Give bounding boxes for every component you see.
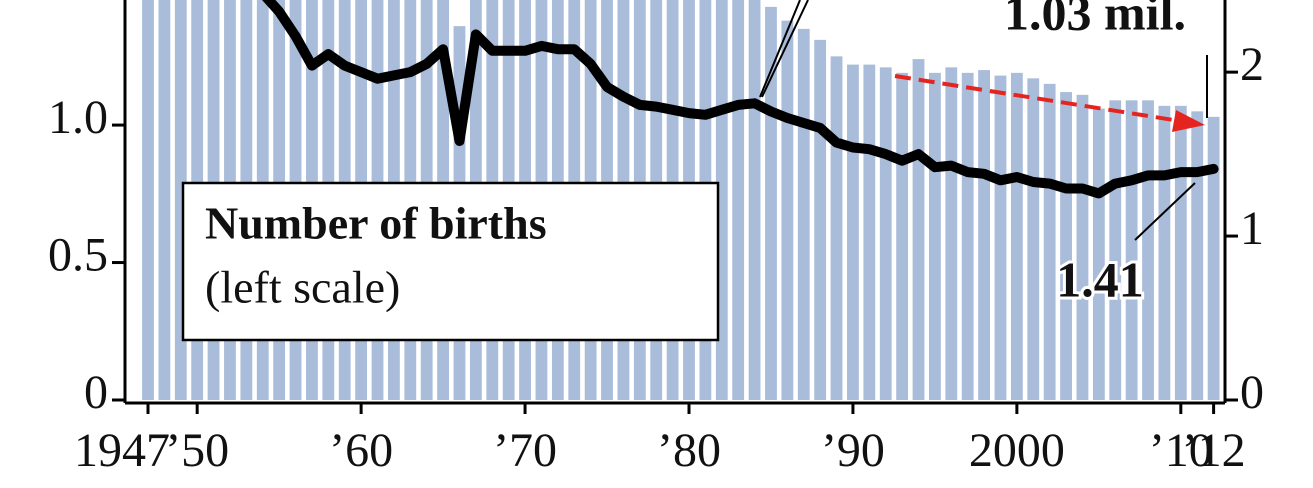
y2-tick-label: 2	[1240, 38, 1264, 91]
bar	[715, 0, 728, 400]
annotation: 1.03 mil.	[1004, 0, 1186, 40]
annotation: 1.41	[1056, 251, 1144, 307]
pointer-line	[761, 0, 809, 98]
bar	[945, 67, 958, 400]
x-tick-label: ’80	[657, 424, 721, 477]
bar	[994, 75, 1007, 400]
line	[262, 0, 1219, 199]
bar	[1092, 108, 1105, 400]
bar	[1043, 83, 1056, 400]
x-tick-label: ’50	[165, 424, 229, 477]
y-tick-label: 1.0	[48, 91, 108, 144]
y-tick-label: 1.5	[48, 0, 108, 7]
bar	[879, 67, 892, 400]
x-tick-label: 1947	[74, 424, 170, 477]
bar	[1125, 100, 1138, 400]
bar	[1207, 116, 1220, 400]
x-tick-label: ’12	[1182, 424, 1246, 477]
bar	[1142, 100, 1154, 400]
bar	[1174, 105, 1187, 400]
bar	[142, 0, 154, 400]
bar	[863, 64, 876, 400]
bar	[748, 0, 761, 400]
legend-label: Number of births	[205, 198, 547, 249]
x-tick-label: ’90	[821, 424, 885, 477]
x-tick-label: ’60	[329, 424, 393, 477]
bar	[732, 0, 745, 400]
legend-note: (left scale)	[205, 262, 400, 313]
bar	[847, 64, 859, 400]
bar	[929, 72, 941, 400]
bar	[797, 28, 810, 400]
legend-box	[181, 181, 720, 342]
bar	[1076, 94, 1089, 400]
trend-arrow	[894, 74, 1181, 123]
x-tick-label: ’10	[1149, 424, 1213, 477]
bar	[961, 72, 974, 400]
y-tick-label: 0.5	[48, 229, 108, 282]
bar	[1191, 111, 1204, 400]
bar	[174, 0, 187, 400]
bar	[781, 20, 794, 400]
y2-tick-label: 0	[1240, 366, 1264, 419]
bar	[814, 39, 827, 400]
bar	[896, 72, 909, 400]
x-tick-label: 2000	[969, 424, 1065, 477]
bar	[1010, 72, 1023, 400]
bar	[1158, 105, 1171, 400]
arrow-head	[1172, 110, 1205, 132]
bar	[158, 0, 171, 400]
bar	[765, 6, 777, 400]
x-tick-label: ’70	[493, 424, 557, 477]
bar	[978, 70, 990, 400]
bar	[1027, 78, 1040, 400]
pointer-line	[759, 0, 801, 98]
bar	[830, 56, 843, 400]
y-tick-label: 0	[84, 366, 108, 419]
bar	[1109, 100, 1122, 400]
bar	[912, 59, 925, 400]
bar	[1060, 92, 1072, 400]
pointer-line	[1134, 182, 1196, 241]
y2-tick-label: 1	[1240, 202, 1264, 255]
